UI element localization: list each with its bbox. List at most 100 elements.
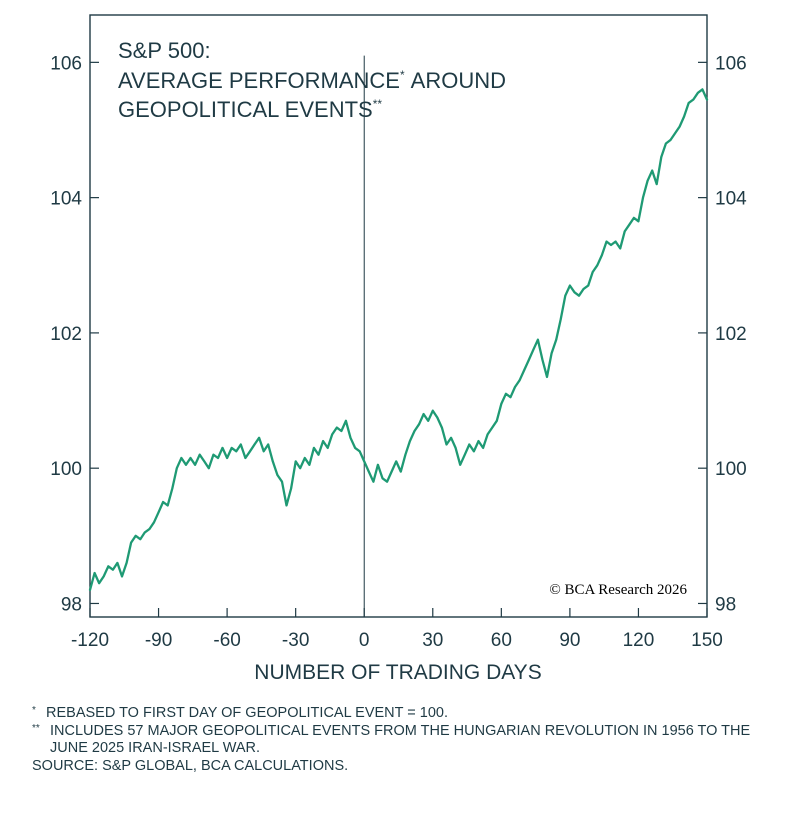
y-tick-label-left: 100 [50,459,82,480]
data-point [244,457,247,459]
data-point [112,568,114,571]
data-point [386,480,388,483]
data-point [267,443,270,446]
data-point [281,480,283,483]
data-point [175,467,178,470]
data-point [395,460,398,463]
data-point [153,521,155,524]
data-point [532,348,535,351]
data-point [418,423,420,426]
data-point [390,470,393,473]
data-point [678,125,681,128]
data-point [674,132,676,135]
chart: -120 -90 -60 -30 0 30 60 90 120 150 98 98 100 100 102 1… [50,14,747,684]
data-point [308,463,311,466]
data-point [313,447,315,449]
data-point [701,88,704,91]
data-point [445,443,448,446]
source-note: SOURCE: S&P GLOBAL, BCA CALCULATIONS. [32,757,349,774]
data-point [285,504,288,507]
y-tick-label-right: 98 [715,594,736,615]
data-point [203,460,206,463]
data-point [404,453,407,456]
data-point [441,426,443,429]
data-point [345,419,347,422]
data-point [454,447,457,449]
data-point [582,288,585,290]
data-point [578,294,580,297]
footnote-text: INCLUDES 57 MAJOR GEOPOLITICAL EVENTS FR… [50,722,751,757]
data-point [559,318,562,321]
data-point [258,436,260,439]
data-point [651,169,654,172]
data-point [235,450,238,453]
data-point [294,460,297,463]
y-tick-label-left: 104 [50,189,82,210]
data-point [569,284,571,287]
data-point [605,240,608,243]
data-point [194,463,197,466]
data-point [523,369,526,371]
x-tick-label: 30 [422,630,443,651]
chart-subtitle-line-2: GEOPOLITICAL EVENTS** [118,97,382,122]
data-point [509,396,512,399]
data-point [518,379,521,382]
data-point [623,230,626,233]
data-point [189,457,192,459]
data-point [239,443,242,446]
data-point [665,142,667,145]
data-point [180,457,183,459]
data-point [495,419,498,422]
data-point [660,156,663,158]
data-point [121,575,123,578]
data-point [226,457,229,459]
data-point [422,413,425,415]
data-point [450,436,452,439]
x-tick-label: 0 [359,630,370,651]
data-point [436,416,439,419]
data-point [601,254,603,256]
data-point [335,426,338,429]
x-tick-label: -30 [282,630,309,651]
data-point [162,501,165,503]
data-point [459,463,462,466]
data-point [491,426,494,429]
data-point [134,534,137,537]
data-point [262,450,265,453]
data-point [555,338,558,341]
data-point [349,436,352,439]
data-point [573,291,576,294]
data-point [628,223,631,226]
data-point [116,562,119,564]
chart-subtitle-line-1: AVERAGE PERFORMANCE* AROUND [118,68,506,93]
data-point [655,183,658,186]
data-point [207,467,210,470]
data-point [93,572,96,574]
data-point [706,98,708,101]
data-point [477,440,480,442]
x-axis-label: NUMBER OF TRADING DAYS [254,661,541,684]
data-point [646,179,649,182]
data-point [331,433,334,436]
data-point [541,359,544,361]
x-tick-label: 120 [623,630,655,651]
data-point [546,376,548,378]
data-point [505,392,507,395]
x-tick-label: -60 [213,630,240,651]
x-tick-label: -90 [145,630,172,651]
data-point [537,338,539,341]
data-point [486,433,489,436]
data-point [427,419,430,422]
data-point [102,575,105,578]
data-point [157,511,160,514]
data-point [564,294,567,297]
data-point [377,463,379,466]
data-point [230,447,233,449]
series-points [89,88,708,591]
footnote-text: REBASED TO FIRST DAY OF GEOPOLITICAL EVE… [46,705,448,721]
data-point [358,450,361,453]
y-tick-label-right: 106 [715,53,747,74]
data-point [139,538,142,541]
data-point [326,447,329,449]
data-point [633,217,635,219]
